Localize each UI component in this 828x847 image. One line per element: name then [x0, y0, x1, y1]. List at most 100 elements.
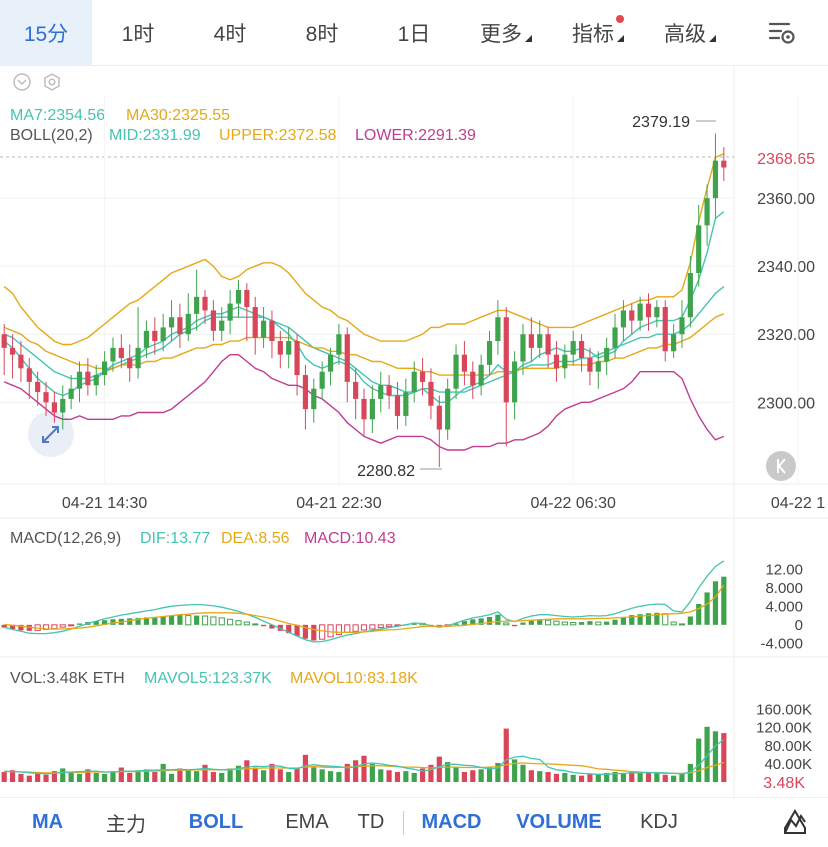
tab-label: 8时 [305, 22, 339, 46]
macd-histogram-bar [520, 622, 526, 625]
candle-body [252, 307, 258, 338]
candle-body [629, 310, 635, 321]
macd-histogram-bar [294, 624, 300, 636]
macd-histogram-bar [102, 620, 108, 625]
volume-bar [595, 774, 601, 782]
macd-axis-tick: 12.00 [765, 561, 803, 578]
volume-axis-tick: 160.00K [756, 702, 812, 719]
candle-body [68, 388, 74, 399]
volume-bar [671, 775, 677, 782]
boll-mid-line [3, 286, 725, 393]
macd-histogram-bar [360, 624, 368, 631]
candle-body [721, 160, 727, 168]
boll-lower-legend: LOWER:2291.39 [355, 127, 476, 144]
macd-histogram-bar [478, 618, 484, 625]
macd-histogram-bar [637, 614, 643, 625]
tab-7[interactable]: 高级 [644, 0, 736, 66]
indicator-volume[interactable]: VOLUME [516, 811, 602, 833]
tab-4[interactable]: 1日 [368, 0, 460, 66]
indicator-ema[interactable]: EMA [285, 811, 329, 833]
indicator-settings-icon[interactable] [44, 73, 60, 91]
macd-histogram-bar [578, 622, 585, 625]
volume-bar [478, 769, 484, 782]
mavol10-legend: MAVOL10:83.18K [290, 670, 418, 687]
volume-bar [118, 767, 124, 782]
tab-1[interactable]: 1时 [92, 0, 184, 66]
candle-body [704, 198, 710, 226]
volume-bar [612, 772, 618, 782]
volume-bar [403, 771, 409, 782]
candle-body [311, 388, 317, 410]
volume-bar [18, 773, 24, 782]
tab-5[interactable]: 更多 [460, 0, 552, 66]
indicator-ma[interactable]: MA [31, 811, 64, 833]
volume-bar [654, 772, 660, 782]
volume-bar [486, 766, 493, 782]
vol-last-label: 3.48K [763, 775, 805, 792]
collapse-icon[interactable] [13, 73, 31, 91]
candle-body [486, 341, 493, 365]
volume-bar [629, 771, 635, 782]
candle-body [436, 405, 442, 430]
candle-body [210, 310, 216, 331]
dropdown-triangle-icon [617, 35, 624, 42]
volume-bar [528, 770, 534, 782]
volume-bar [168, 773, 175, 782]
candle-body [545, 334, 551, 355]
volume-bar [227, 768, 233, 782]
macd-histogram-bar [185, 615, 192, 626]
volume-bar [553, 773, 560, 782]
price-axis-tick: 2340.00 [757, 259, 815, 276]
macd-legend: MACD(12,26,9) [10, 530, 121, 547]
candle-body [411, 371, 417, 393]
drawing-tool-button[interactable] [775, 804, 815, 840]
tab-3[interactable]: 8时 [276, 0, 368, 66]
dea-legend: DEA:8.56 [221, 530, 290, 547]
volume-bar [386, 770, 392, 782]
candle-body [110, 347, 116, 362]
volume-bar [286, 772, 292, 782]
tab-0[interactable]: 15分 [0, 0, 92, 66]
macd-histogram-bar [302, 624, 309, 639]
volume-bar [319, 769, 325, 782]
indicator-主力[interactable]: 主力 [106, 814, 146, 836]
candle-body [260, 320, 267, 338]
volume-bar [721, 733, 727, 782]
candle-body [353, 381, 359, 399]
chart-settings-button[interactable] [736, 0, 828, 66]
candle-body [578, 341, 585, 359]
drawing-tool-icon [784, 809, 806, 834]
indicator-macd[interactable]: MACD [421, 811, 482, 833]
macd-histogram-bar [553, 620, 560, 626]
fullscreen-button[interactable] [28, 411, 74, 457]
indicator-boll[interactable]: BOLL [188, 811, 244, 833]
tab-6[interactable]: 指标 [552, 0, 644, 66]
volume-bar [411, 772, 417, 782]
tab-2[interactable]: 4时 [184, 0, 276, 66]
volume-bar [445, 762, 451, 782]
candle-body [696, 225, 702, 273]
kline-chart[interactable]: MA7:2354.56 MA30:2325.55 BOLL(20,2) MID:… [0, 0, 828, 797]
candle-body [587, 358, 593, 372]
volume-bar [102, 773, 108, 782]
macd-histogram-bar [721, 576, 727, 625]
macd-histogram-bar [201, 615, 209, 626]
macd-axis-tick: -4.000 [760, 635, 803, 652]
candle-body [93, 375, 99, 386]
candle-body [403, 392, 409, 416]
macd-histogram-bar [712, 581, 719, 625]
scroll-to-latest-button[interactable] [766, 451, 796, 481]
volume-bar [127, 772, 133, 782]
volume-bar [219, 772, 225, 782]
volume-bar [520, 764, 526, 782]
macd-histogram-bar [135, 617, 141, 625]
time-axis-tick: 04-21 14:30 [62, 495, 148, 512]
dropdown-triangle-icon [525, 35, 532, 42]
boll-upper-line [3, 153, 725, 346]
indicator-kdj[interactable]: KDJ [640, 811, 678, 833]
volume-bar [302, 754, 309, 782]
candle-body [85, 371, 91, 386]
macd-histogram-bar [369, 624, 376, 630]
time-axis-tick: 04-22 06:30 [530, 495, 616, 512]
indicator-td[interactable]: TD [357, 811, 385, 833]
